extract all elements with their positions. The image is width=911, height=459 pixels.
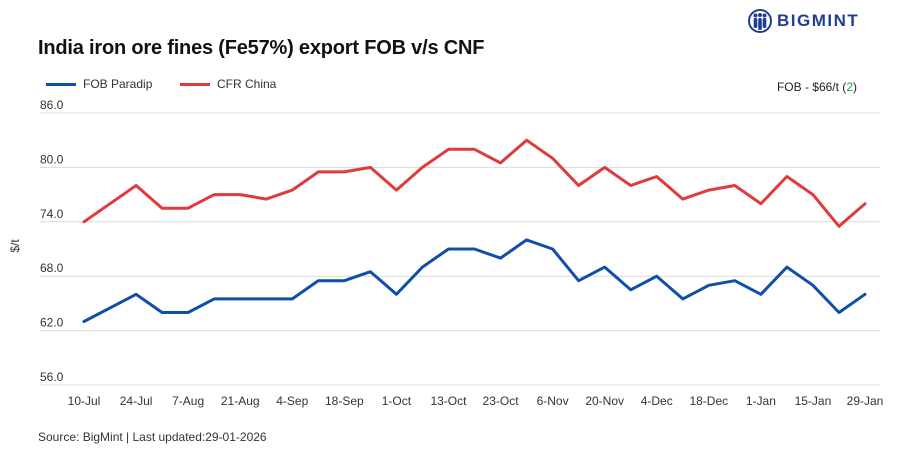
y-tick-label: 68.0 <box>40 261 64 275</box>
x-tick-label: 20-Nov <box>585 394 624 408</box>
y-axis: 86.0 80.0 74.0 68.0 62.0 56.0 <box>40 98 64 384</box>
y-axis-label: $/t <box>8 239 22 253</box>
x-tick-label: 1-Oct <box>382 394 412 408</box>
brand-logo: BIGMINT <box>748 8 859 34</box>
series-layer <box>82 138 867 323</box>
legend-item-cfr: CFR China <box>180 77 276 91</box>
fob-note-change: 2 <box>846 80 853 94</box>
brand-name: BIGMINT <box>777 11 860 30</box>
x-tick-label: 21-Aug <box>221 394 260 408</box>
legend-label-cfr: CFR China <box>217 77 277 91</box>
y-tick-label: 62.0 <box>40 316 64 330</box>
y-tick-label: 56.0 <box>40 370 64 384</box>
x-tick-label: 29-Jan <box>847 394 884 408</box>
series-line-fob-paradip <box>82 238 867 323</box>
grid-layer <box>40 112 880 386</box>
legend-item-fob: FOB Paradip <box>46 77 152 91</box>
x-axis: 10-Jul 24-Jul 7-Aug 21-Aug 4-Sep 18-Sep 1-Oct 1… <box>68 394 884 408</box>
x-tick-label: 24-Jul <box>120 394 153 408</box>
legend-label-fob: FOB Paradip <box>83 77 153 91</box>
x-tick-label: 18-Dec <box>689 394 728 408</box>
fob-note-suffix: ) <box>853 80 857 94</box>
x-tick-label: 13-Oct <box>430 394 467 408</box>
x-tick-label: 7-Aug <box>172 394 204 408</box>
x-tick-label: 15-Jan <box>795 394 832 408</box>
chart-title: India iron ore fines (Fe57%) export FOB … <box>38 37 485 59</box>
x-tick-label: 4-Sep <box>276 394 308 408</box>
x-tick-label: 10-Jul <box>68 394 101 408</box>
legend-swatch-fob <box>46 82 76 86</box>
x-tick-label: 18-Sep <box>325 394 364 408</box>
series-line-cfr-china <box>82 138 867 228</box>
fob-note-prefix: FOB - $66/t ( <box>776 80 847 94</box>
bigmint-logo-icon <box>748 9 772 33</box>
x-tick-label: 1-Jan <box>746 394 776 408</box>
y-tick-label: 86.0 <box>40 98 64 112</box>
x-tick-label: 6-Nov <box>537 394 569 408</box>
y-tick-label: 74.0 <box>40 207 64 221</box>
x-tick-label: 23-Oct <box>483 394 520 408</box>
source-note: Source: BigMint | Last updated:29-01-202… <box>38 430 267 444</box>
y-tick-label: 80.0 <box>40 152 64 166</box>
fob-price-note: FOB - $66/t (2) <box>777 80 857 94</box>
x-tick-label: 4-Dec <box>641 394 673 408</box>
legend-swatch-cfr <box>180 82 210 86</box>
